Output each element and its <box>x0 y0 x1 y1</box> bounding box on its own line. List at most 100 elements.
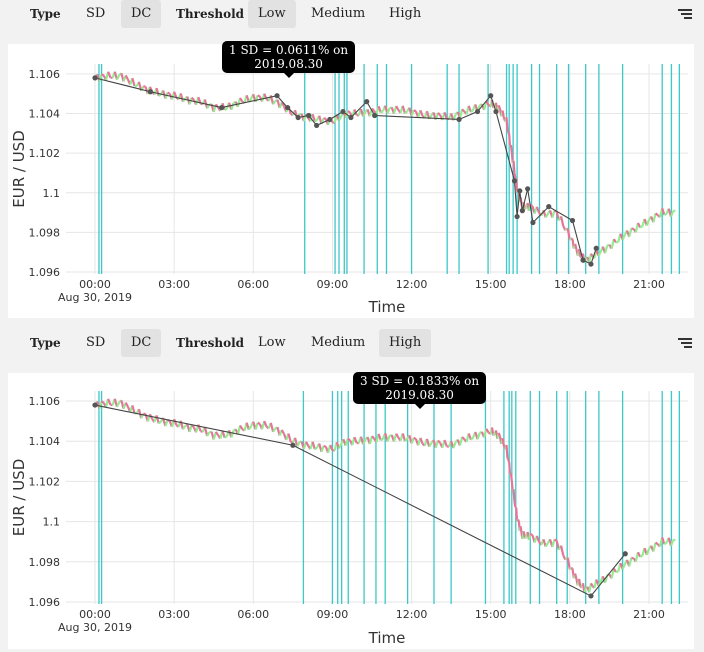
low-button[interactable]: Low <box>258 335 286 350</box>
price-segment <box>344 438 349 446</box>
dc-button[interactable]: DC <box>121 329 162 357</box>
price-segment <box>254 422 259 430</box>
price-segment <box>98 74 103 82</box>
x-date-label: Aug 30, 2019 <box>58 621 132 634</box>
price-segment <box>509 473 513 481</box>
price-segment <box>371 107 376 112</box>
price-segment <box>155 415 160 424</box>
chart-1-tooltip: 1 SD = 0.0611% on 2019.08.30 <box>222 41 356 78</box>
price-segment <box>509 144 513 153</box>
price-segment <box>507 131 511 135</box>
price-segment <box>612 567 617 573</box>
dc-point <box>306 112 312 119</box>
price-segment <box>578 578 582 588</box>
x-tick-label: 00:00 <box>79 608 111 621</box>
price-segment <box>497 432 501 437</box>
price-segment <box>590 253 594 258</box>
price-segment <box>419 437 424 445</box>
sd-button[interactable]: SD <box>86 6 106 21</box>
x-axis-title: Time <box>368 298 406 316</box>
price-segment <box>443 111 448 120</box>
price-segment <box>395 105 400 111</box>
price-segment <box>461 108 466 113</box>
chart-1-svg: 1.096 1.098 1.1 1.102 1.104 1.106 00:00 03:00 06… <box>10 64 688 316</box>
tooltip-line-1: 1 SD = 0.0611% on <box>229 43 349 57</box>
price-segment <box>437 439 441 444</box>
y-tick-label: 1.106 <box>29 395 61 408</box>
price-segment <box>603 245 609 254</box>
chart-2-tooltip: 3 SD = 0.1833% on 2019.08.30 <box>353 372 487 409</box>
dc-point <box>580 257 586 263</box>
price-segment <box>501 110 505 119</box>
price-segment <box>380 110 384 114</box>
price-segment <box>206 431 211 437</box>
price-segment <box>524 535 528 540</box>
price-segment <box>476 432 481 440</box>
price-segment <box>578 249 582 258</box>
y-tick-label: 1.1 <box>43 516 61 529</box>
y-axis-title: EUR / USD <box>10 130 28 208</box>
y-tick-label: 1.096 <box>29 596 61 609</box>
menu-icon[interactable] <box>678 338 692 348</box>
price-segment <box>428 442 433 448</box>
price-segment <box>551 210 556 218</box>
low-button[interactable]: Low <box>248 0 296 28</box>
chart-panel-1: 1.096 1.098 1.1 1.102 1.104 1.106 00:00 03:00 06… <box>8 41 694 318</box>
tooltip-line-2: 2019.08.30 <box>385 388 454 402</box>
price-segment <box>559 545 565 556</box>
price-segment <box>200 102 204 106</box>
high-button[interactable]: High <box>389 6 422 21</box>
high-button[interactable]: High <box>379 329 432 357</box>
price-segment <box>272 100 277 105</box>
price-segment <box>257 94 261 98</box>
price-segment <box>131 77 136 87</box>
x-tick-label: 21:00 <box>633 608 665 621</box>
price-segment <box>353 436 358 444</box>
price-segment <box>124 402 129 408</box>
price-segment <box>320 445 325 453</box>
y-tick-label: 1.096 <box>29 266 61 279</box>
dc-point <box>593 245 599 251</box>
medium-button[interactable]: Medium <box>311 335 366 350</box>
sd-button[interactable]: SD <box>86 335 106 350</box>
price-segment <box>566 557 571 570</box>
dc-point <box>488 93 494 99</box>
price-segment <box>272 428 277 433</box>
price-segment <box>173 418 178 426</box>
price-segment <box>639 554 643 558</box>
dc-point <box>295 114 301 121</box>
price-segment <box>535 535 541 543</box>
price-segment <box>329 444 334 451</box>
price-segment <box>115 401 121 408</box>
price-segment <box>597 581 602 587</box>
price-segment <box>221 430 226 439</box>
price-segment <box>299 112 302 116</box>
price-segment <box>485 100 490 106</box>
price-segment <box>669 210 675 218</box>
y-tick-label: 1.104 <box>29 108 61 121</box>
dc-point <box>525 186 531 192</box>
price-segment <box>347 437 351 442</box>
dc-point <box>514 213 520 220</box>
price-segment <box>263 420 268 427</box>
price-segment <box>590 582 594 587</box>
dc-point <box>92 402 98 408</box>
dc-point <box>588 593 594 599</box>
price-segment <box>413 109 417 113</box>
price-segment <box>654 541 659 546</box>
y-tick-label: 1.102 <box>29 147 61 160</box>
y-tick-label: 1.098 <box>29 556 61 569</box>
price-segment <box>524 206 528 210</box>
price-segment <box>661 207 666 216</box>
x-tick-label: 00:00 <box>79 278 111 291</box>
price-segment <box>437 112 441 116</box>
price-segment <box>107 398 112 406</box>
price-segment <box>380 437 384 442</box>
medium-button[interactable]: Medium <box>311 6 366 21</box>
menu-icon[interactable] <box>678 9 692 19</box>
dc-point <box>456 116 462 123</box>
x-date-label: Aug 30, 2019 <box>58 291 132 304</box>
dc-point <box>327 116 333 123</box>
price-segment <box>311 113 316 122</box>
dc-button[interactable]: DC <box>121 0 162 28</box>
